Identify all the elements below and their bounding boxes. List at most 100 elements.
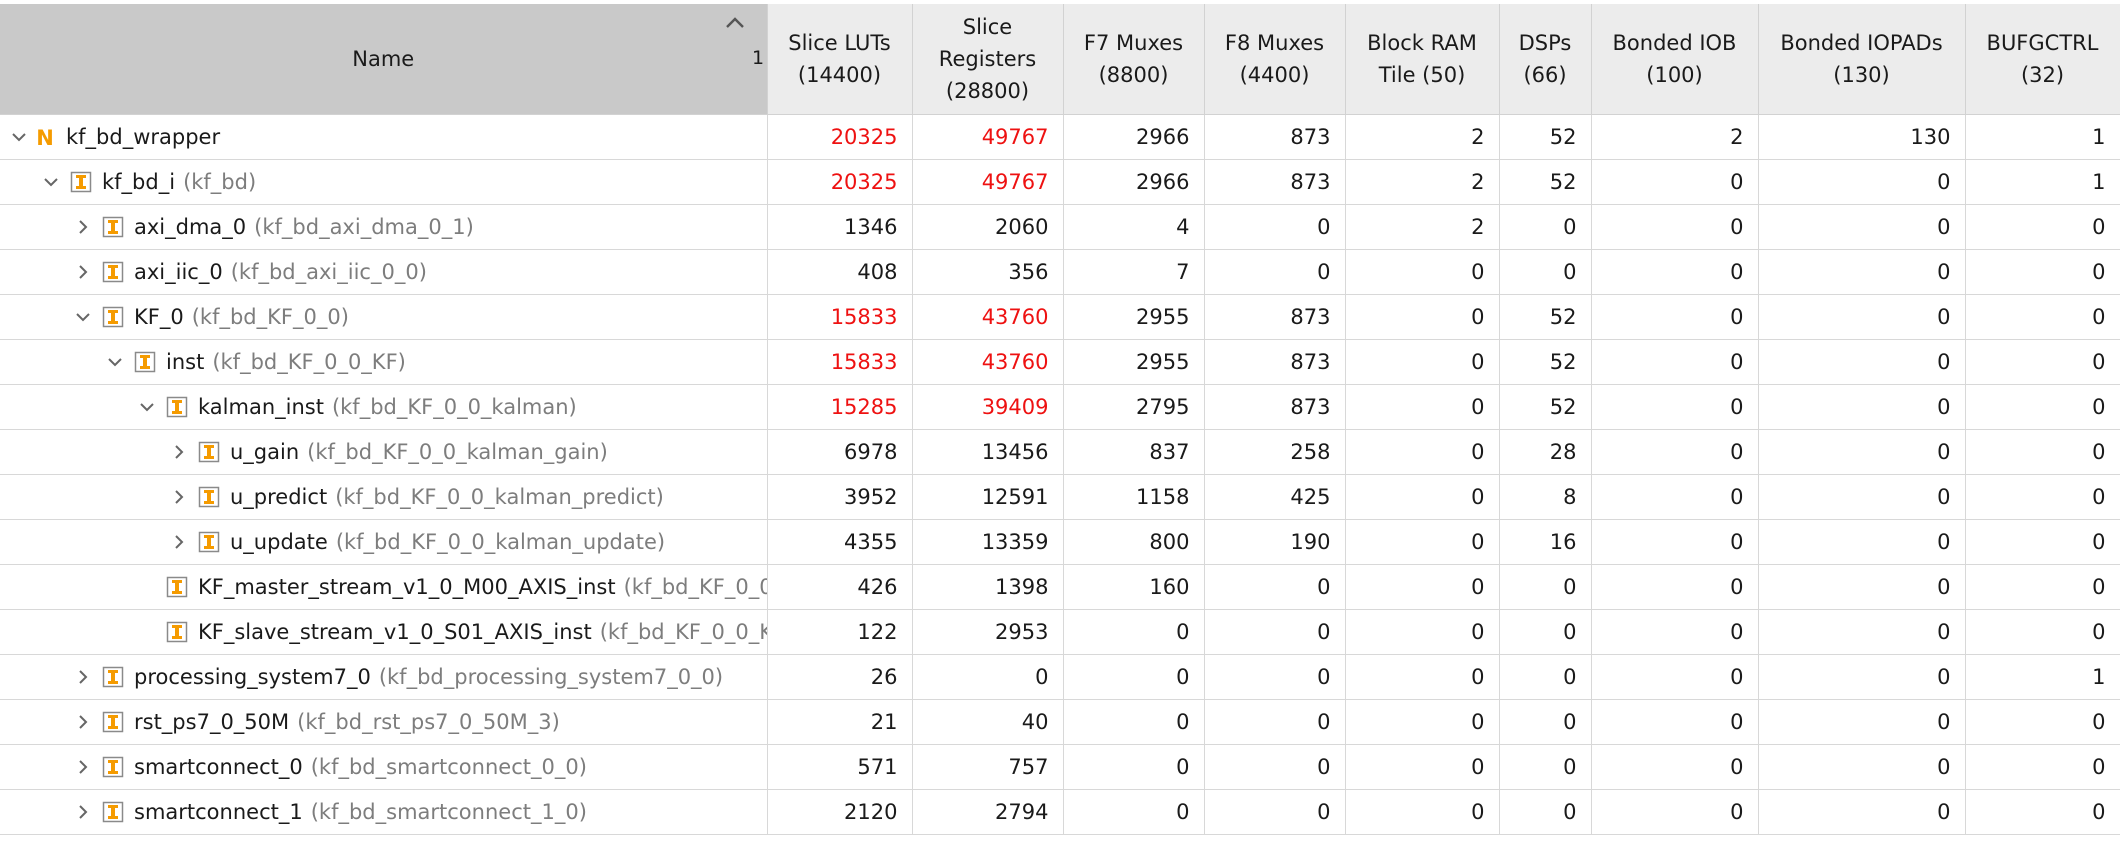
name-cell[interactable]: processing_system7_0 (kf_bd_processing_sy… xyxy=(0,654,768,700)
cell-f8-muxes: 0 xyxy=(1204,699,1346,745)
cell-bonded-iopads: 0 xyxy=(1758,204,1966,250)
chevron-down-icon[interactable] xyxy=(136,399,158,415)
table-row[interactable]: u_predict (kf_bd_KF_0_0_kalman_predict) 39… xyxy=(0,474,2120,520)
chevron-right-icon[interactable] xyxy=(168,489,190,505)
table-row[interactable]: axi_dma_0 (kf_bd_axi_dma_0_1) 1346 2060 4 0 2 0… xyxy=(0,204,2120,250)
cell-block-ram-tile: 0 xyxy=(1345,564,1500,610)
column-header-f7-muxes[interactable]: F7 Muxes (8800) xyxy=(1063,4,1205,115)
cell-f7-muxes: 2795 xyxy=(1063,384,1205,430)
hier-cell-icon xyxy=(198,486,220,508)
column-header-label: Bonded IOPADs (130) xyxy=(1780,31,1943,87)
table-row[interactable]: u_update (kf_bd_KF_0_0_kalman_update) 4355… xyxy=(0,519,2120,565)
chevron-right-icon[interactable] xyxy=(72,264,94,280)
table-row[interactable]: axi_iic_0 (kf_bd_axi_iic_0_0) 408 356 7 0 0 0 0 0… xyxy=(0,249,2120,295)
name-cell[interactable]: smartconnect_0 (kf_bd_smartconnect_0_0) xyxy=(0,744,768,790)
chevron-down-icon[interactable] xyxy=(40,174,62,190)
chevron-right-icon[interactable] xyxy=(72,219,94,235)
table-row[interactable]: KF_0 (kf_bd_KF_0_0) 15833 43760 2955 873 0 52 0 0… xyxy=(0,294,2120,340)
instance-name: KF_master_stream_v1_0_M00_AXIS_inst xyxy=(198,575,616,599)
cell-slice-registers: 13456 xyxy=(912,429,1064,475)
cell-bonded-iob: 0 xyxy=(1591,159,1759,205)
table-row[interactable]: rst_ps7_0_50M (kf_bd_rst_ps7_0_50M_3) 21 40… xyxy=(0,699,2120,745)
chevron-right-icon[interactable] xyxy=(72,714,94,730)
table-row[interactable]: smartconnect_0 (kf_bd_smartconnect_0_0) 57… xyxy=(0,744,2120,790)
chevron-right-icon[interactable] xyxy=(72,759,94,775)
name-cell[interactable]: KF_0 (kf_bd_KF_0_0) xyxy=(0,294,768,340)
column-header-slice-registers[interactable]: Slice Registers (28800) xyxy=(912,4,1064,115)
chevron-right-icon[interactable] xyxy=(168,444,190,460)
instance-name: kf_bd_i xyxy=(102,170,176,194)
reference-name: (kf_bd_KF_0_0_K xyxy=(599,620,767,644)
reference-name: (kf_bd) xyxy=(183,170,257,194)
table-row[interactable]: KF_slave_stream_v1_0_S01_AXIS_inst (kf_bd… xyxy=(0,609,2120,655)
cell-f7-muxes: 0 xyxy=(1063,609,1205,655)
table-row[interactable]: KF_master_stream_v1_0_M00_AXIS_inst (kf_b… xyxy=(0,564,2120,610)
cell-slice-luts: 15833 xyxy=(767,339,913,385)
cell-slice-registers: 2794 xyxy=(912,789,1064,835)
name-cell[interactable]: u_predict (kf_bd_KF_0_0_kalman_predict) xyxy=(0,474,768,520)
table-row[interactable]: kalman_inst (kf_bd_KF_0_0_kalman) 15285 394… xyxy=(0,384,2120,430)
column-header-name[interactable]: Name 1 xyxy=(0,4,768,115)
hier-cell-icon xyxy=(198,531,220,553)
column-header-bonded-iopads[interactable]: Bonded IOPADs (130) xyxy=(1758,4,1966,115)
cell-bonded-iob: 0 xyxy=(1591,744,1759,790)
cell-bonded-iob: 0 xyxy=(1591,474,1759,520)
reference-name: (kf_bd_KF_0_0_kalman_update) xyxy=(335,530,666,554)
column-header-label: Name xyxy=(352,47,415,71)
cell-f7-muxes: 160 xyxy=(1063,564,1205,610)
reference-name: (kf_bd_rst_ps7_0_50M_3) xyxy=(297,710,560,734)
column-header-dsps[interactable]: DSPs (66) xyxy=(1499,4,1592,115)
chevron-down-icon[interactable] xyxy=(72,309,94,325)
instance-name: smartconnect_1 xyxy=(134,800,303,824)
table-row[interactable]: kf_bd_i (kf_bd) 20325 49767 2966 873 2 52 0 0 1 xyxy=(0,159,2120,205)
cell-bonded-iopads: 0 xyxy=(1758,744,1966,790)
cell-slice-luts: 571 xyxy=(767,744,913,790)
cell-block-ram-tile: 0 xyxy=(1345,789,1500,835)
chevron-down-icon[interactable] xyxy=(8,129,30,145)
chevron-right-icon[interactable] xyxy=(72,669,94,685)
name-cell[interactable]: kf_bd_i (kf_bd) xyxy=(0,159,768,205)
table-row[interactable]: u_gain (kf_bd_KF_0_0_kalman_gain) 6978 1345… xyxy=(0,429,2120,475)
chevron-down-icon[interactable] xyxy=(104,354,126,370)
table-row[interactable]: inst (kf_bd_KF_0_0_KF) 15833 43760 2955 873 0 5… xyxy=(0,339,2120,385)
cell-slice-registers: 49767 xyxy=(912,159,1064,205)
cell-bonded-iopads: 0 xyxy=(1758,519,1966,565)
cell-slice-registers: 356 xyxy=(912,249,1064,295)
cell-bufgctrl: 1 xyxy=(1965,654,2120,700)
name-cell[interactable]: inst (kf_bd_KF_0_0_KF) xyxy=(0,339,768,385)
cell-f8-muxes: 0 xyxy=(1204,204,1346,250)
instance-name: u_update xyxy=(230,530,328,554)
cell-bufgctrl: 0 xyxy=(1965,564,2120,610)
reference-name: (kf_bd_axi_dma_0_1) xyxy=(254,215,474,239)
instance-name: KF_slave_stream_v1_0_S01_AXIS_inst xyxy=(198,620,592,644)
cell-slice-luts: 20325 xyxy=(767,159,913,205)
column-header-f8-muxes[interactable]: F8 Muxes (4400) xyxy=(1204,4,1346,115)
table-row[interactable]: processing_system7_0 (kf_bd_processing_sy… xyxy=(0,654,2120,700)
name-cell[interactable]: smartconnect_1 (kf_bd_smartconnect_1_0) xyxy=(0,789,768,835)
table-row[interactable]: smartconnect_1 (kf_bd_smartconnect_1_0) 21… xyxy=(0,789,2120,835)
name-cell[interactable]: axi_iic_0 (kf_bd_axi_iic_0_0) xyxy=(0,249,768,295)
column-header-slice-luts[interactable]: Slice LUTs (14400) xyxy=(767,4,913,115)
header-row: Name 1 Slice LUTs (14400) Slice Register… xyxy=(0,4,2120,115)
column-header-block-ram-tile[interactable]: Block RAM Tile (50) xyxy=(1345,4,1500,115)
name-cell[interactable]: u_gain (kf_bd_KF_0_0_kalman_gain) xyxy=(0,429,768,475)
chevron-right-icon[interactable] xyxy=(168,534,190,550)
cell-slice-registers: 13359 xyxy=(912,519,1064,565)
name-cell[interactable]: rst_ps7_0_50M (kf_bd_rst_ps7_0_50M_3) xyxy=(0,699,768,745)
name-cell[interactable]: axi_dma_0 (kf_bd_axi_dma_0_1) xyxy=(0,204,768,250)
chevron-right-icon[interactable] xyxy=(72,804,94,820)
cell-dsps: 0 xyxy=(1499,654,1592,700)
cell-bufgctrl: 0 xyxy=(1965,429,2120,475)
column-header-bufgctrl[interactable]: BUFGCTRL (32) xyxy=(1965,4,2120,115)
name-cell[interactable]: KF_master_stream_v1_0_M00_AXIS_inst (kf_b… xyxy=(0,564,768,610)
cell-f7-muxes: 0 xyxy=(1063,789,1205,835)
cell-slice-registers: 43760 xyxy=(912,294,1064,340)
column-header-bonded-iob[interactable]: Bonded IOB (100) xyxy=(1591,4,1759,115)
name-cell[interactable]: u_update (kf_bd_KF_0_0_kalman_update) xyxy=(0,519,768,565)
cell-bonded-iob: 2 xyxy=(1591,114,1759,160)
cell-slice-registers: 2953 xyxy=(912,609,1064,655)
name-cell[interactable]: kalman_inst (kf_bd_KF_0_0_kalman) xyxy=(0,384,768,430)
name-cell[interactable]: KF_slave_stream_v1_0_S01_AXIS_inst (kf_bd… xyxy=(0,609,768,655)
